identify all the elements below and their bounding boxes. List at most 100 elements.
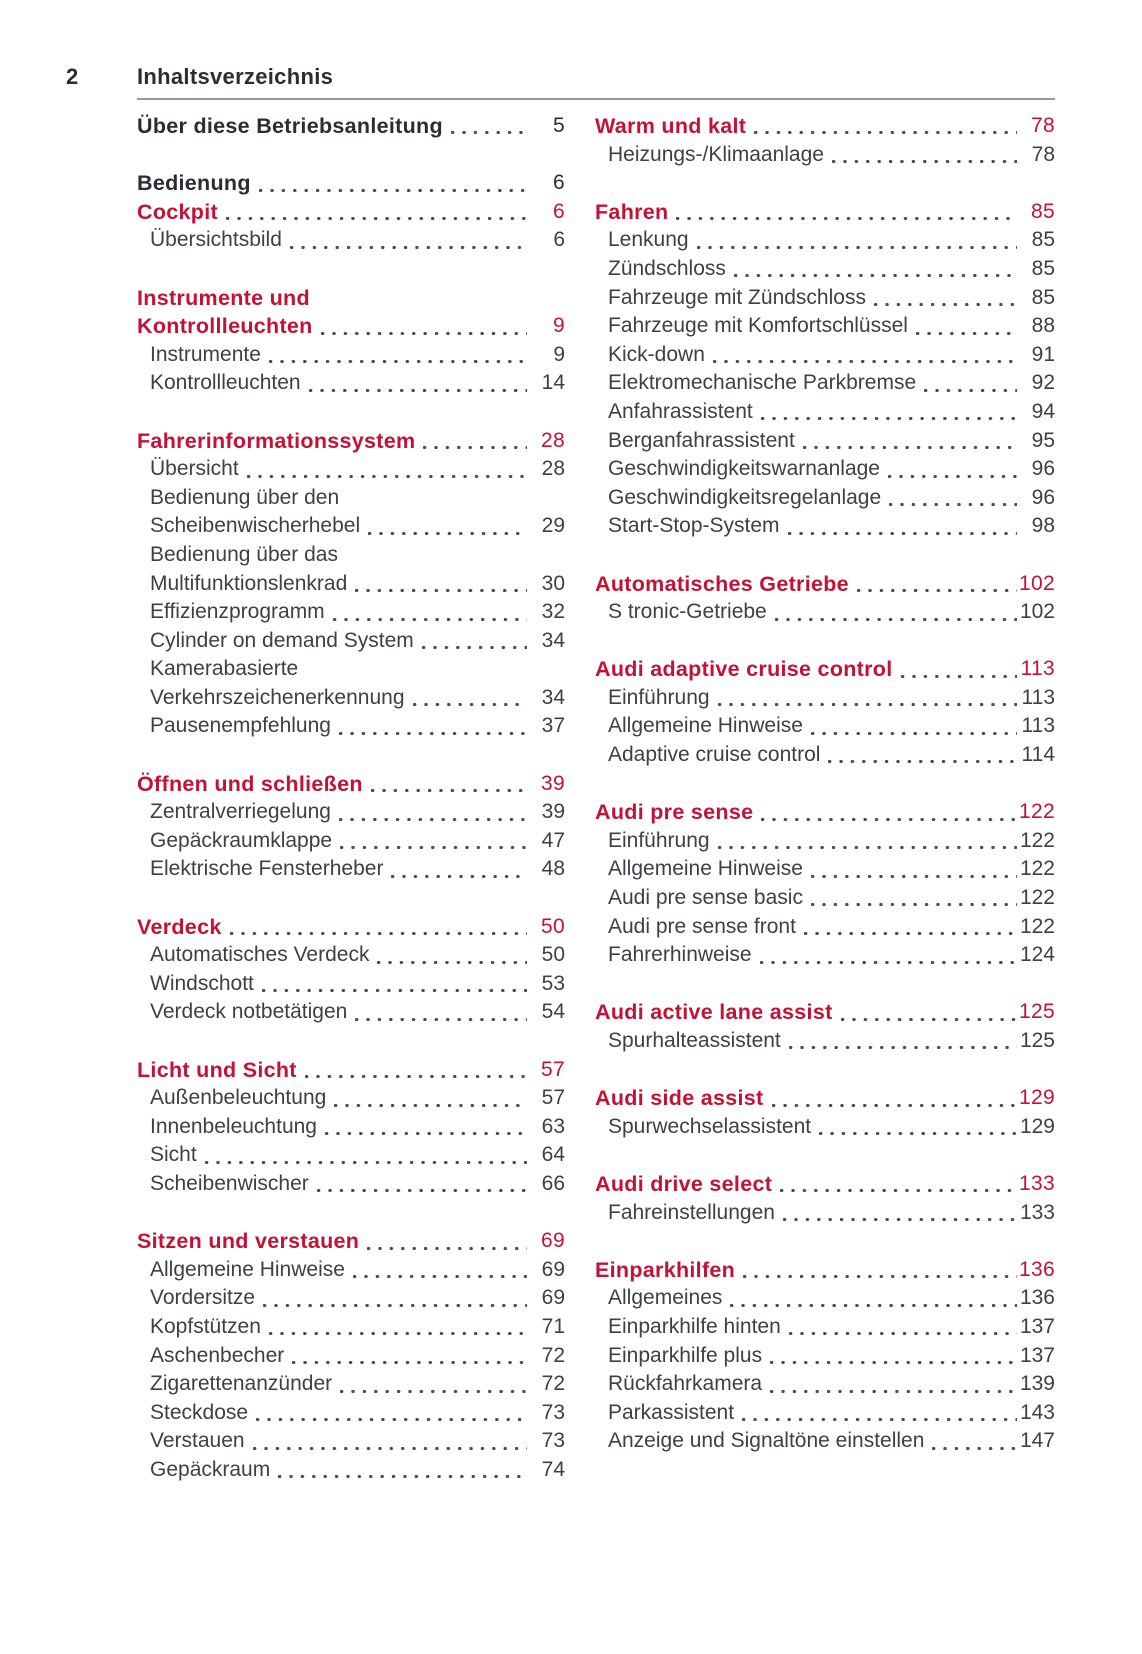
toc-page-ref: 125 [1019, 1029, 1055, 1052]
dot-leader [370, 769, 527, 799]
toc-section: Öffnen und schließen 39 Zentralverriegelun… [137, 769, 565, 885]
toc-page-ref: 122 [1019, 857, 1055, 881]
toc-heading-row: Sitzen und verstauen 69 [137, 1227, 565, 1256]
toc-label: Allgemeine Hinweise [608, 857, 803, 881]
dot-leader [268, 1312, 527, 1342]
toc-entry-row: Zündschloss 85 [595, 254, 1055, 284]
dot-leader [332, 598, 527, 627]
toc-entry-row: Scheibenwischer 66 [137, 1169, 565, 1199]
toc-page-ref: 39 [541, 800, 565, 824]
toc-entry-row: Adaptive cruise control 114 [595, 741, 1055, 770]
toc-page-ref: 129 [1019, 1086, 1055, 1110]
dot-leader [730, 1284, 1017, 1313]
toc-entry-row: Bedienung über den [137, 484, 565, 513]
dot-leader [368, 512, 527, 541]
toc-label: Multifunktionslenkrad [150, 571, 348, 595]
toc-label: Rückfahrkamera [608, 1372, 763, 1396]
toc-page-ref: 73 [541, 1429, 565, 1453]
toc-entry-row: Fahrzeuge mit Zündschloss 85 [595, 283, 1055, 313]
toc-label: Spurhalteassistent [608, 1029, 781, 1052]
toc-page-ref: 102 [1019, 600, 1055, 624]
toc-entry-row: Windschott 53 [137, 969, 565, 999]
toc-label: Gepäckraum [150, 1457, 271, 1481]
toc-entry-row: Heizungs-/Klimaanlage 78 [595, 140, 1055, 170]
toc-page-ref: 113 [1021, 714, 1055, 738]
dot-leader [770, 1341, 1017, 1371]
toc-heading-row: Bedienung 6 [137, 169, 565, 198]
toc-label: Lenkung [608, 228, 689, 252]
toc-page-ref: 96 [1031, 485, 1055, 509]
toc-label: Elektromechanische Parkbremse [608, 371, 917, 395]
toc-heading-row: Fahren 85 [595, 197, 1055, 227]
dot-leader [391, 855, 527, 885]
toc-label: Audi active lane assist [595, 1000, 833, 1025]
dot-leader [780, 1169, 1017, 1199]
toc-entry-row: S tronic-Getriebe 102 [595, 598, 1055, 627]
toc-label: Sicht [150, 1143, 197, 1167]
toc-page-ref: 129 [1019, 1114, 1055, 1138]
toc-heading-row: Über diese Betriebsanleitung 5 [137, 112, 565, 141]
toc-entry-row: Berganfahrassistent 95 [595, 426, 1055, 456]
toc-page-ref: 9 [553, 314, 565, 338]
dot-leader [831, 140, 1017, 170]
dot-leader [819, 1112, 1017, 1142]
toc-entry-row: Übersichtsbild 6 [137, 226, 565, 255]
toc-page-ref: 137 [1019, 1314, 1055, 1338]
dot-leader [268, 340, 527, 370]
toc-page-ref: 133 [1019, 1171, 1055, 1195]
dot-leader [278, 1455, 527, 1485]
toc-page-ref: 74 [541, 1457, 565, 1481]
toc-label: Über diese Betriebsanleitung [137, 114, 443, 138]
toc-label: Kontrollleuchten [150, 371, 301, 395]
dot-leader [412, 683, 527, 713]
dot-leader [355, 569, 527, 599]
toc-page-ref: 85 [1031, 199, 1055, 223]
toc-page-ref: 6 [553, 171, 565, 195]
toc-page-ref: 37 [541, 714, 565, 738]
toc-label: Bedienung über den [150, 485, 340, 509]
toc-entry-row: Cylinder on demand System 34 [137, 626, 565, 656]
dot-leader [810, 712, 1017, 742]
toc-label: Pausenempfehlung [150, 714, 331, 738]
toc-entry-row: Geschwindigkeitsregelanlage 96 [595, 483, 1055, 513]
toc-entry-row: Scheibenwischerhebel 29 [137, 512, 565, 541]
toc-column-left: Über diese Betriebsanleitung 5 Bedienung 6 C… [137, 112, 565, 1513]
dot-leader [325, 1112, 527, 1142]
toc-label: Audi drive select [595, 1171, 773, 1196]
toc-entry-row: Allgemeine Hinweise 122 [595, 855, 1055, 885]
toc-label: Zündschloss [608, 256, 726, 280]
toc-label: Übersicht [150, 457, 239, 481]
dot-leader [856, 569, 1017, 599]
toc-entry-row: Fahrzeuge mit Komfortschlüssel 88 [595, 312, 1055, 341]
toc-page-ref: 88 [1031, 314, 1055, 338]
dot-leader [717, 826, 1017, 856]
toc-page-ref: 73 [541, 1400, 565, 1424]
toc-entry-row: Aschenbecher 72 [137, 1341, 565, 1371]
toc-section: Einparkhilfen 136 Allgemeines 136 Einparkhil… [595, 1255, 1055, 1456]
toc-heading-row: Automatisches Getriebe 102 [595, 569, 1055, 599]
toc-entry-row: Multifunktionslenkrad 30 [137, 569, 565, 599]
toc-page-ref: 47 [541, 828, 565, 852]
toc-label: Geschwindigkeitswarnanlage [608, 457, 880, 481]
dot-leader [246, 455, 527, 484]
dot-leader [733, 254, 1017, 284]
toc-entry-row: Spurwechselassistent 129 [595, 1112, 1055, 1142]
toc-label: Einparkhilfen [595, 1257, 736, 1282]
toc-section: Audi active lane assist 125 Spurhalteassis… [595, 998, 1055, 1056]
toc-page-ref: 14 [541, 371, 565, 395]
toc-page-ref: 9 [553, 342, 565, 366]
toc-page-ref: 72 [541, 1372, 565, 1396]
dot-leader [352, 1255, 527, 1285]
toc-page-ref: 50 [541, 943, 565, 967]
dot-leader [263, 1284, 527, 1313]
toc-page-ref: 122 [1019, 914, 1055, 938]
dot-leader [889, 483, 1017, 513]
toc-page-ref: 102 [1019, 571, 1055, 595]
toc-label: Bedienung über das [150, 542, 338, 566]
toc-entry-row: Start-Stop-System 98 [595, 512, 1055, 541]
toc-entry-row: Geschwindigkeitswarnanlage 96 [595, 455, 1055, 484]
toc-page-ref: 48 [541, 857, 565, 881]
toc-page-ref: 63 [541, 1114, 565, 1138]
dot-leader [423, 426, 527, 456]
dot-leader [421, 626, 527, 656]
